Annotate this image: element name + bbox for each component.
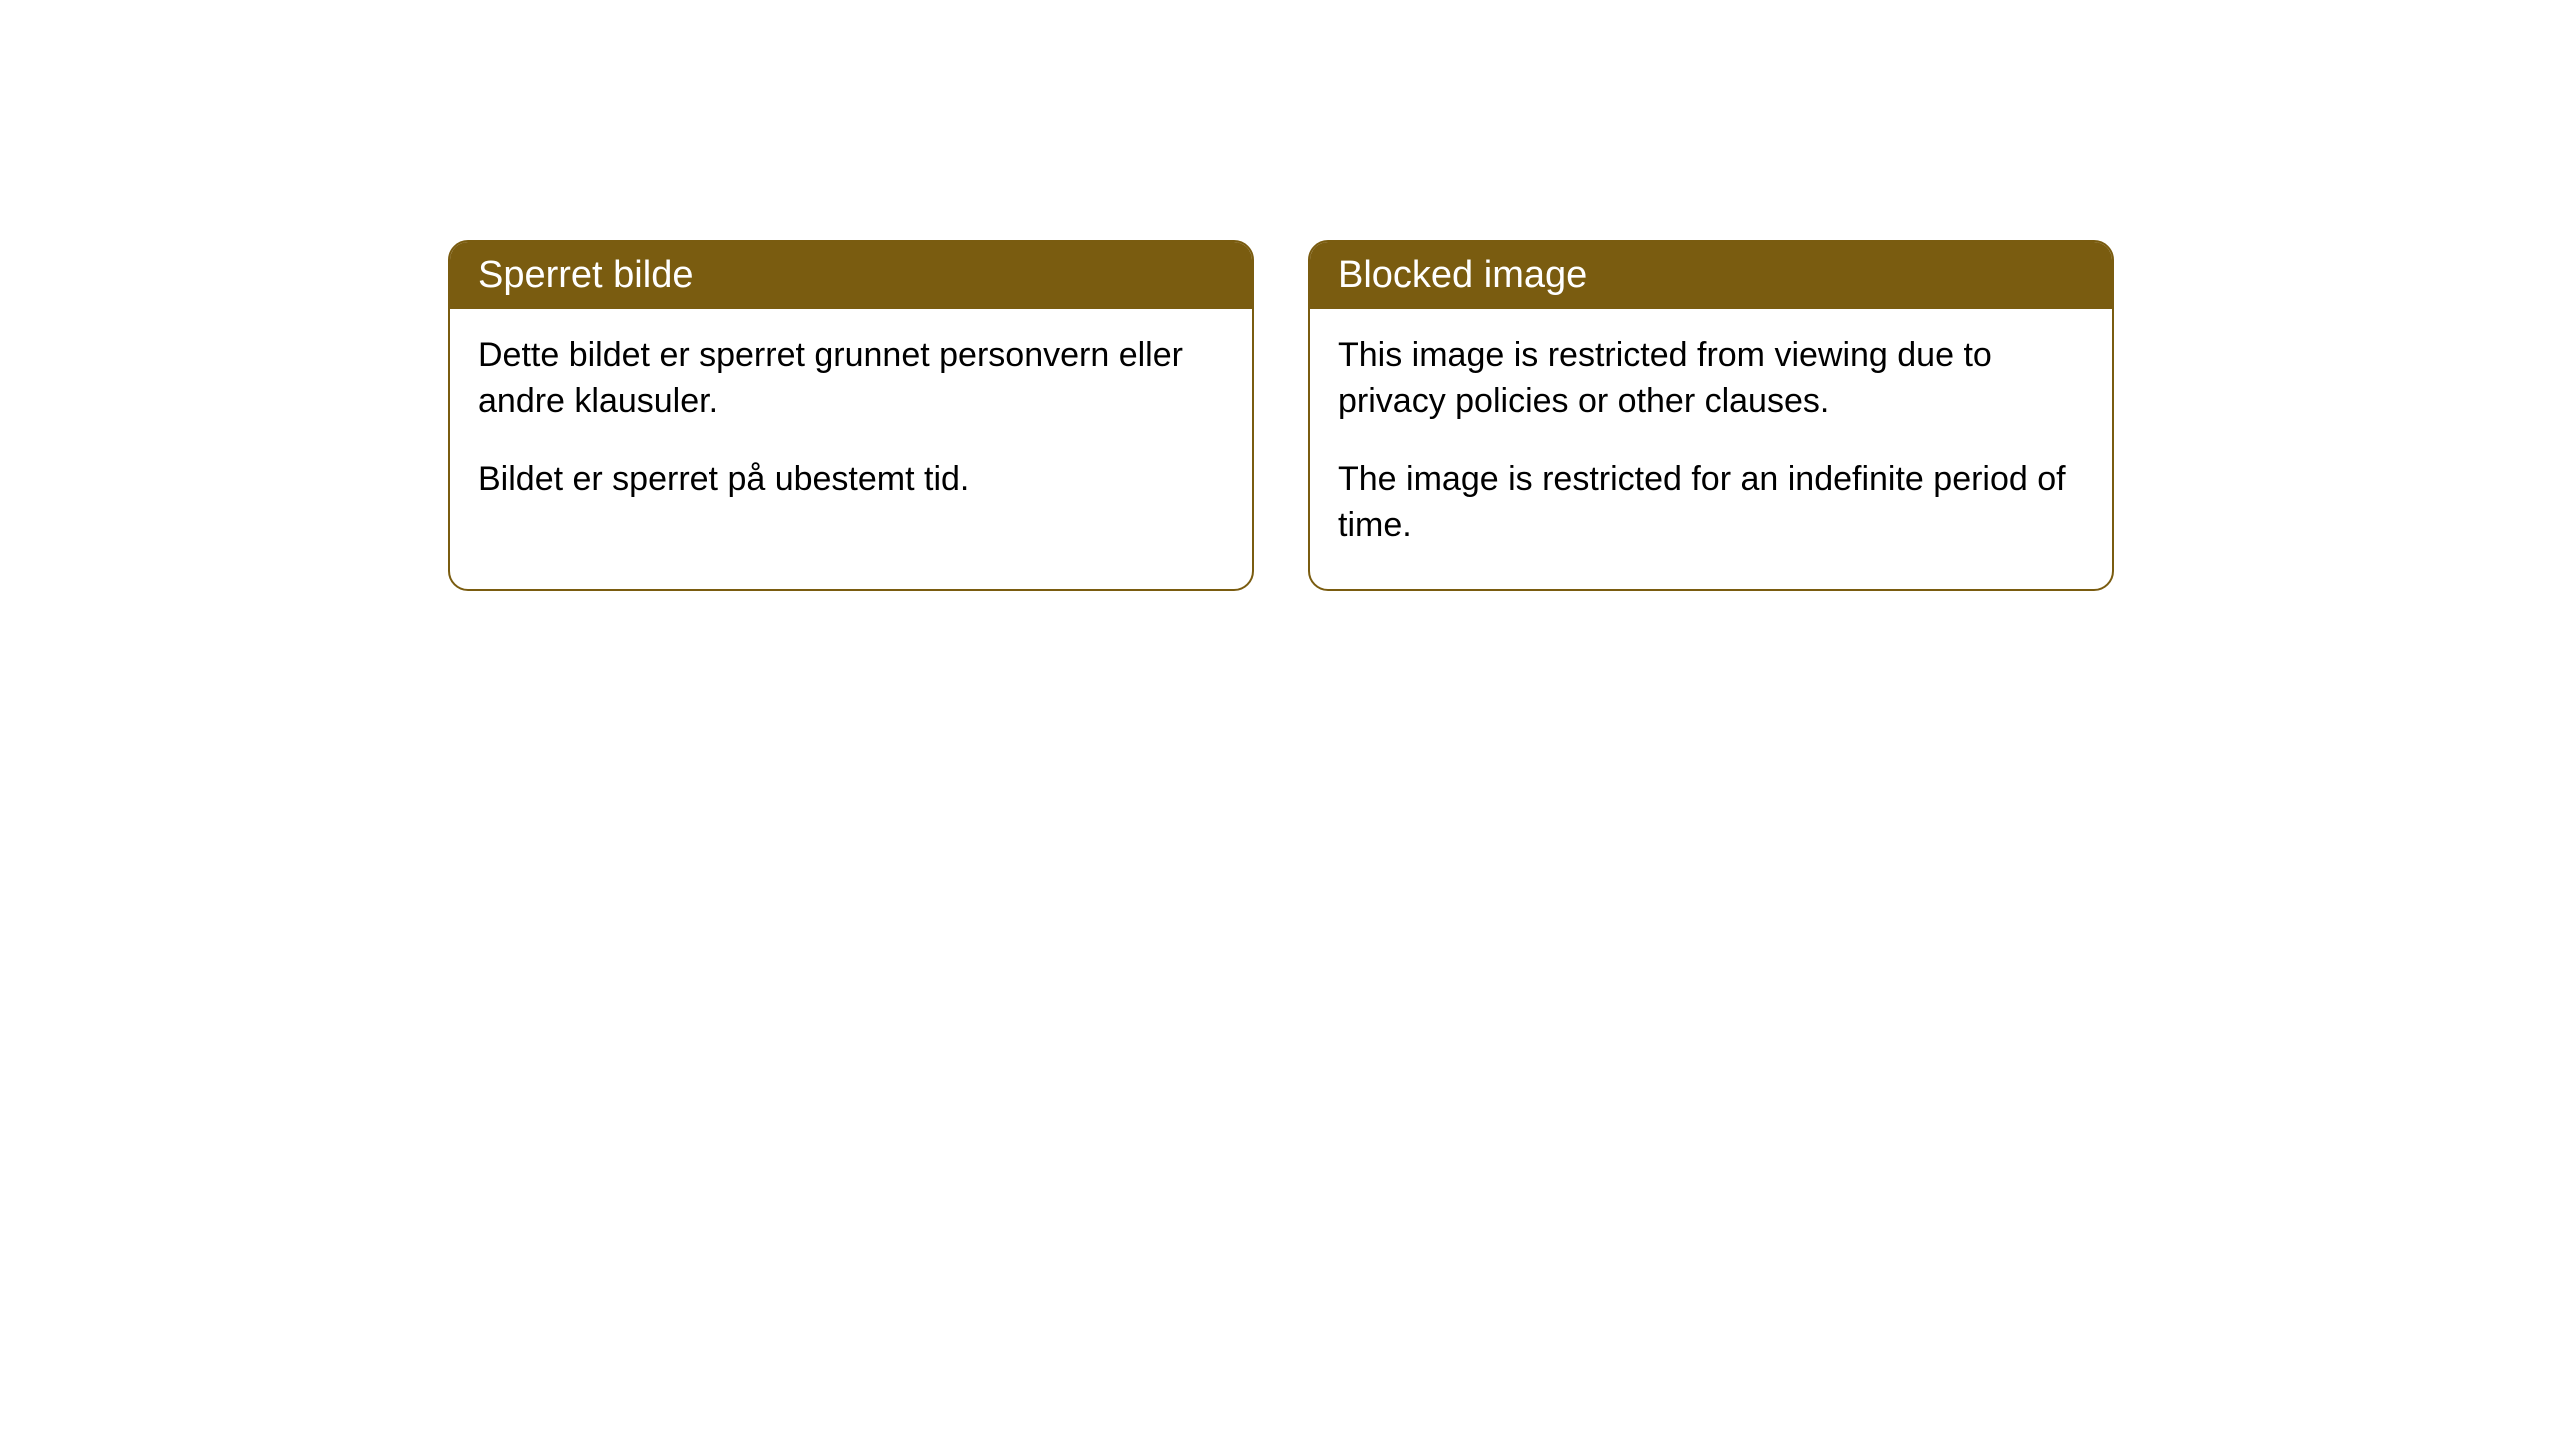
card-container: Sperret bilde Dette bildet er sperret gr… [448,240,2114,591]
card-paragraph: Dette bildet er sperret grunnet personve… [478,333,1224,425]
card-body: Dette bildet er sperret grunnet personve… [450,309,1252,543]
blocked-image-card-english: Blocked image This image is restricted f… [1308,240,2114,591]
card-paragraph: Bildet er sperret på ubestemt tid. [478,457,1224,503]
blocked-image-card-norwegian: Sperret bilde Dette bildet er sperret gr… [448,240,1254,591]
card-header: Sperret bilde [450,242,1252,309]
card-header: Blocked image [1310,242,2112,309]
card-paragraph: This image is restricted from viewing du… [1338,333,2084,425]
card-body: This image is restricted from viewing du… [1310,309,2112,589]
card-paragraph: The image is restricted for an indefinit… [1338,457,2084,549]
